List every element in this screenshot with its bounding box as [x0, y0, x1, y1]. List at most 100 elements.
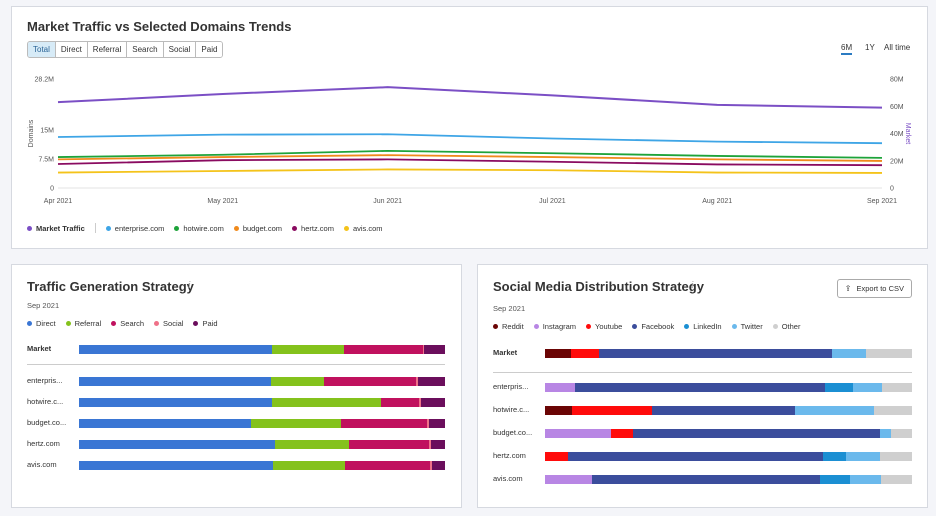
legend-item-avis[interactable]: avis.com	[343, 224, 383, 233]
legend-item-budget[interactable]: budget.com	[233, 224, 282, 233]
info-icon[interactable]: i	[691, 281, 694, 291]
bar-segment-other[interactable]	[891, 429, 912, 438]
bar-segment-search[interactable]	[345, 461, 431, 470]
bar-segment-facebook[interactable]	[652, 406, 795, 415]
stacked-bar[interactable]	[545, 349, 912, 358]
stacked-bar[interactable]	[545, 383, 912, 392]
bar-segment-reddit[interactable]	[545, 349, 572, 358]
bar-segment-search[interactable]	[341, 419, 428, 428]
bar-segment-social[interactable]	[422, 345, 425, 354]
time-1y-button[interactable]: 1Y	[865, 43, 875, 52]
legend-item-market-traffic[interactable]: Market Traffic	[27, 224, 85, 233]
time-all-button[interactable]: All time	[884, 43, 911, 52]
bar-segment-twitter[interactable]	[845, 452, 880, 461]
segment-direct[interactable]: Direct	[55, 42, 88, 57]
segment-social[interactable]: Social	[163, 42, 197, 57]
bar-segment-facebook[interactable]	[599, 349, 832, 358]
stacked-bar[interactable]	[545, 475, 912, 484]
legend-item-reddit[interactable]: Reddit	[493, 322, 524, 331]
legend-item-other[interactable]: Other	[772, 322, 800, 331]
bar-segment-facebook[interactable]	[574, 383, 825, 392]
bar-segment-instagram[interactable]	[545, 429, 611, 438]
stacked-bar[interactable]	[79, 419, 445, 428]
stacked-bar[interactable]	[79, 398, 445, 407]
bar-segment-twitter[interactable]	[880, 429, 892, 438]
bar-segment-search[interactable]	[323, 377, 416, 386]
segment-referral[interactable]: Referral	[87, 42, 128, 57]
time-6m-button[interactable]: 6M	[841, 43, 853, 55]
bar-segment-facebook[interactable]	[568, 452, 823, 461]
legend-item-enterprise[interactable]: enterprise.com	[105, 224, 164, 233]
stacked-bar[interactable]	[545, 429, 912, 438]
bar-segment-referral[interactable]	[251, 419, 342, 428]
legend-item-linkedin[interactable]: LinkedIn	[684, 322, 722, 331]
segment-search[interactable]: Search	[127, 42, 164, 57]
legend-item-twitter[interactable]: Twitter	[731, 322, 763, 331]
bar-segment-social[interactable]	[430, 461, 433, 470]
stacked-bar[interactable]	[79, 461, 445, 470]
bar-segment-twitter[interactable]	[831, 349, 867, 358]
bar-segment-paid[interactable]	[424, 345, 445, 354]
bar-segment-social[interactable]	[415, 377, 418, 386]
bar-segment-paid[interactable]	[421, 398, 445, 407]
legend-item-hotwire[interactable]: hotwire.com	[174, 224, 224, 233]
bar-segment-search[interactable]	[349, 440, 429, 449]
stacked-bar[interactable]	[545, 452, 912, 461]
stacked-bar[interactable]	[545, 406, 912, 415]
stacked-bar[interactable]	[79, 345, 445, 354]
bar-segment-twitter[interactable]	[849, 475, 881, 484]
legend-item-social[interactable]: Social	[154, 319, 183, 328]
bar-segment-instagram[interactable]	[545, 383, 575, 392]
bar-segment-other[interactable]	[880, 475, 912, 484]
stacked-bar[interactable]	[79, 440, 445, 449]
bar-segment-direct[interactable]	[79, 461, 273, 470]
bar-segment-youtube[interactable]	[545, 452, 569, 461]
stacked-bar[interactable]	[79, 377, 445, 386]
bar-segment-facebook[interactable]	[591, 475, 820, 484]
segment-paid[interactable]: Paid	[196, 42, 223, 57]
bar-segment-paid[interactable]	[430, 440, 445, 449]
bar-segment-other[interactable]	[873, 406, 912, 415]
bar-segment-other[interactable]	[879, 452, 912, 461]
bar-segment-twitter[interactable]	[852, 383, 882, 392]
bar-segment-paid[interactable]	[432, 461, 445, 470]
bar-segment-referral[interactable]	[272, 461, 346, 470]
bar-segment-facebook[interactable]	[633, 429, 881, 438]
bar-segment-referral[interactable]	[271, 377, 324, 386]
bar-segment-linkedin[interactable]	[822, 452, 846, 461]
legend-item-paid[interactable]: Paid	[193, 319, 218, 328]
bar-segment-paid[interactable]	[417, 377, 445, 386]
bar-segment-social[interactable]	[428, 440, 431, 449]
bar-segment-referral[interactable]	[274, 440, 350, 449]
legend-item-hertz[interactable]: hertz.com	[292, 224, 334, 233]
info-icon[interactable]: i	[188, 281, 191, 291]
legend-item-search[interactable]: Search	[111, 319, 144, 328]
legend-item-facebook[interactable]: Facebook	[632, 322, 674, 331]
bar-segment-direct[interactable]	[79, 419, 252, 428]
bar-segment-other[interactable]	[881, 383, 912, 392]
bar-segment-youtube[interactable]	[610, 429, 634, 438]
bar-segment-linkedin[interactable]	[825, 383, 853, 392]
bar-segment-direct[interactable]	[79, 440, 275, 449]
bar-segment-youtube[interactable]	[571, 349, 600, 358]
bar-segment-referral[interactable]	[271, 398, 381, 407]
bar-segment-direct[interactable]	[79, 345, 272, 354]
bar-segment-linkedin[interactable]	[819, 475, 850, 484]
bar-segment-other[interactable]	[866, 349, 912, 358]
bar-segment-paid[interactable]	[428, 419, 445, 428]
legend-item-youtube[interactable]: Youtube	[586, 322, 622, 331]
bar-segment-search[interactable]	[343, 345, 423, 354]
bar-segment-youtube[interactable]	[572, 406, 653, 415]
legend-item-direct[interactable]: Direct	[27, 319, 56, 328]
export-csv-button[interactable]: ⇪ Export to CSV	[836, 279, 912, 298]
segment-total[interactable]: Total	[28, 42, 56, 57]
bar-segment-instagram[interactable]	[545, 475, 592, 484]
bar-segment-social[interactable]	[427, 419, 429, 428]
legend-item-referral[interactable]: Referral	[65, 319, 101, 328]
bar-segment-direct[interactable]	[79, 377, 272, 386]
bar-segment-search[interactable]	[380, 398, 420, 407]
legend-item-instagram[interactable]: Instagram	[533, 322, 576, 331]
bar-segment-social[interactable]	[419, 398, 422, 407]
bar-segment-direct[interactable]	[79, 398, 272, 407]
bar-segment-twitter[interactable]	[794, 406, 874, 415]
